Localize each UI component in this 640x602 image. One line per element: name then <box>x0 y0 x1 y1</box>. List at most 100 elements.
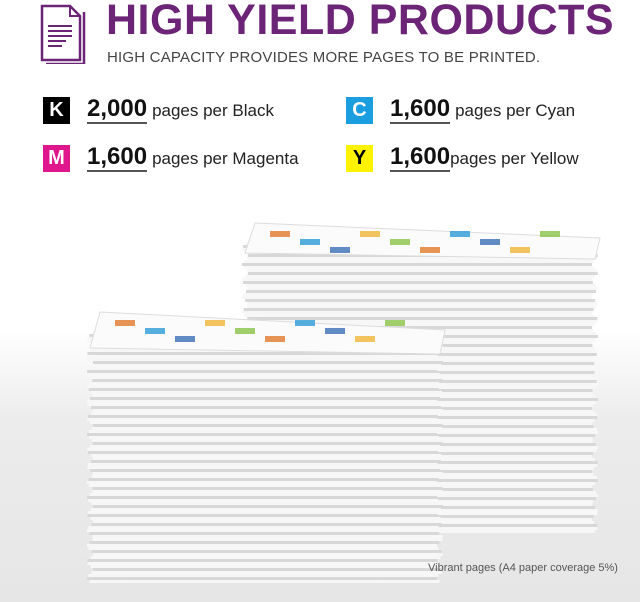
paper-sheet-edge <box>88 547 439 550</box>
printed-graphic <box>450 231 470 237</box>
paper-sheet-edge <box>87 496 438 499</box>
paper-sheet-edge <box>92 535 443 538</box>
paper-sheet-edge <box>92 409 443 412</box>
paper-sheet-edge <box>91 475 442 478</box>
paper-sheet-edge <box>89 421 440 424</box>
paper-sheet-edge <box>92 568 443 571</box>
yellow-badge: Y <box>346 144 373 172</box>
printed-graphic <box>330 247 350 253</box>
paper-sheet-edge <box>91 364 442 367</box>
paper-sheet-edge <box>88 367 439 370</box>
paper-sheet-edge <box>87 370 438 373</box>
yield-label: pages per Magenta <box>152 149 299 168</box>
yield-label: pages per Yellow <box>450 149 579 168</box>
paper-sheet-edge <box>87 514 438 517</box>
paper-sheet-edge <box>90 565 441 568</box>
paper-sheet-edge <box>245 299 596 302</box>
paper-sheet-edge <box>90 460 441 463</box>
paper-sheet-edge <box>89 541 440 544</box>
paper-sheet-edge <box>90 397 441 400</box>
paper-sheet-edge <box>92 442 443 445</box>
paper-sheet-edge <box>87 511 438 514</box>
paper-sheet-edge <box>89 445 440 448</box>
paper-sheet-edge <box>92 490 443 493</box>
paper-sheet-edge <box>87 466 438 469</box>
paper-sheet-edge <box>87 418 438 421</box>
printed-graphic <box>270 231 290 237</box>
paper-sheet-edge <box>87 577 438 580</box>
paper-sheet-edge <box>92 520 443 523</box>
paper-sheet-edge <box>91 412 442 415</box>
yield-count: 1,600 <box>87 143 148 172</box>
paper-sheet-edge <box>91 502 442 505</box>
paper-sheet-edge <box>242 311 593 314</box>
paper-sheet-edge <box>247 287 598 290</box>
paper-sheet-edge <box>243 260 594 263</box>
paper-sheet-edge <box>87 433 438 436</box>
paper-sheet-edge <box>90 508 441 511</box>
paper-sheet-edge <box>91 523 442 526</box>
cyan-badge: C <box>346 96 373 124</box>
paper-sheet-edge <box>87 529 438 532</box>
paper-sheet-edge <box>90 358 441 361</box>
paper-sheet-edge <box>87 448 438 451</box>
paper-sheet-edge <box>92 487 443 490</box>
paper-sheet-edge <box>88 478 439 481</box>
printed-graphic <box>510 247 530 253</box>
paper-sheet-edge <box>92 472 443 475</box>
paper-sheet-edge <box>92 538 443 541</box>
paper-sheet-edge <box>92 427 443 430</box>
printed-graphic <box>205 320 225 326</box>
printed-graphic <box>325 328 345 334</box>
paper-sheet-edge <box>89 382 440 385</box>
paper-sheet-edge <box>88 388 439 391</box>
paper-sheet-edge <box>88 574 439 577</box>
paper-sheet-edge <box>91 454 442 457</box>
yield-magenta: M 1,600 pages per Magenta <box>43 144 299 172</box>
paper-sheet-edge <box>92 439 443 442</box>
paper-sheet-edge <box>242 293 593 296</box>
paper-sheet-edge <box>243 308 594 311</box>
printed-graphic <box>480 239 500 245</box>
paper-sheet-edge <box>246 284 597 287</box>
paper-sheet-edge <box>87 352 438 355</box>
paper-sheet-edge <box>87 481 438 484</box>
printed-graphic <box>295 320 315 326</box>
paper-sheet-edge <box>89 484 440 487</box>
left-paper-stack <box>87 311 446 583</box>
paper-sheet-edge <box>92 424 443 427</box>
paper-sheet-edge <box>243 266 594 269</box>
paper-sheet-edge <box>91 571 442 574</box>
paper-sheet-edge <box>247 302 598 305</box>
paper-sheet-edge <box>91 550 442 553</box>
printed-graphic <box>235 328 255 334</box>
printed-graphic <box>355 336 375 342</box>
printed-top-sheet <box>89 311 446 355</box>
paper-sheet-edge <box>244 314 595 317</box>
paper-sheet-edge <box>242 281 593 284</box>
printed-graphic <box>175 336 195 342</box>
paper-sheet-edge <box>89 373 440 376</box>
yield-cyan: C 1,600 pages per Cyan <box>346 96 575 124</box>
paper-sheet-edge <box>244 323 595 326</box>
coverage-caption: Vibrant pages (A4 paper coverage 5%) <box>428 562 618 574</box>
paper-sheet-edge <box>87 544 438 547</box>
paper-sheet-edge <box>90 469 441 472</box>
paper-sheet-edge <box>88 499 439 502</box>
paper-sheet-edge <box>87 463 438 466</box>
paper-sheet-edge <box>247 272 598 275</box>
paper-sheet-edge <box>87 403 438 406</box>
paper-sheet-edge <box>246 305 597 308</box>
printed-graphic <box>265 336 285 342</box>
page-subtitle: HIGH CAPACITY PROVIDES MORE PAGES TO BE … <box>107 49 541 66</box>
yield-label: pages per Black <box>152 101 274 120</box>
paper-sheet-edge <box>89 580 440 583</box>
paper-sheet-edge <box>92 553 443 556</box>
paper-sheet-edge <box>242 326 593 329</box>
printed-graphic <box>385 320 405 326</box>
paper-sheet-edge <box>247 317 598 320</box>
printed-top-sheet <box>244 222 601 260</box>
yield-count: 1,600 <box>390 95 451 124</box>
paper-sheet-edge <box>92 457 443 460</box>
paper-sheet-edge <box>92 505 443 508</box>
